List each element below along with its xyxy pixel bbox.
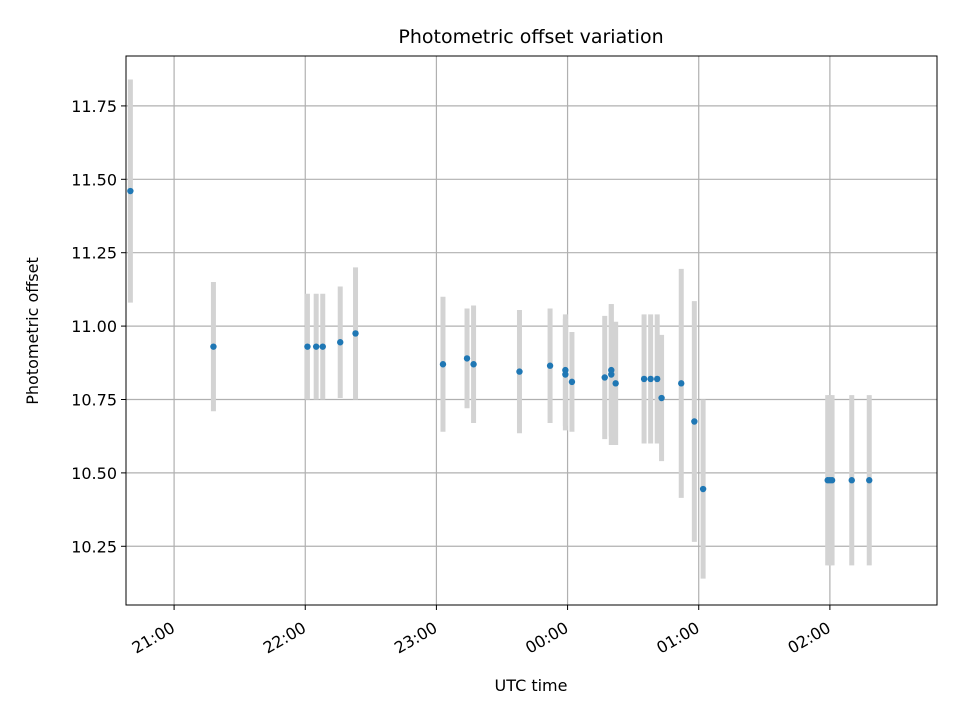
y-tick-label: 10.50 xyxy=(71,464,117,483)
data-point xyxy=(866,477,873,484)
y-axis-title: Photometric offset xyxy=(23,257,42,405)
y-tick-label: 11.75 xyxy=(71,97,117,116)
y-tick-label: 11.25 xyxy=(71,244,117,263)
data-point xyxy=(210,343,217,350)
data-point xyxy=(127,187,134,195)
data-point xyxy=(699,485,707,493)
data-point xyxy=(312,343,320,350)
grid-lines xyxy=(126,56,937,605)
y-axis-ticks: 10.25 10.50 10.75 11.00 11.25 11.50 11.75 xyxy=(71,97,126,556)
data-point xyxy=(691,418,698,425)
data-point xyxy=(352,330,359,337)
data-point xyxy=(640,375,648,383)
data-point xyxy=(601,374,608,381)
data-point xyxy=(516,368,523,375)
x-axis-title: UTC time xyxy=(495,676,568,695)
data-points xyxy=(127,187,873,493)
chart-title: Photometric offset variation xyxy=(398,26,663,48)
data-point xyxy=(678,380,685,387)
plot-frame xyxy=(125,55,938,606)
data-point xyxy=(463,355,471,362)
data-point xyxy=(608,366,615,374)
data-point xyxy=(470,361,477,368)
data-point xyxy=(562,366,569,374)
data-point xyxy=(562,371,569,378)
data-point xyxy=(337,339,344,346)
data-point xyxy=(658,394,665,402)
data-point xyxy=(319,343,326,350)
y-tick-label: 10.25 xyxy=(71,537,117,556)
data-point xyxy=(608,371,615,378)
data-point xyxy=(568,378,576,386)
data-point xyxy=(439,361,447,368)
data-point xyxy=(546,362,554,369)
data-point xyxy=(828,477,836,484)
data-point xyxy=(612,380,619,387)
data-point xyxy=(848,477,855,484)
data-point xyxy=(653,375,661,383)
data-point xyxy=(304,343,311,350)
data-point xyxy=(647,375,654,383)
y-tick-label: 11.00 xyxy=(71,317,117,336)
y-tick-label: 10.75 xyxy=(71,390,117,409)
y-tick-label: 11.50 xyxy=(71,170,117,189)
